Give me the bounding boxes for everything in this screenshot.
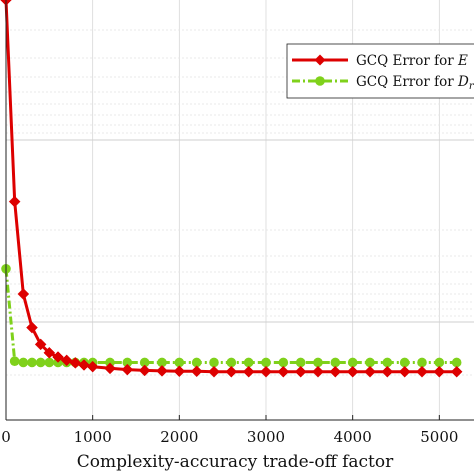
- series-e: [0, 0, 463, 378]
- data-point-e: [346, 365, 359, 378]
- data-point-e: [450, 365, 463, 378]
- data-point-d: [434, 357, 445, 368]
- legend: GCQ Error for E GCQ Error for Dr: [286, 43, 474, 99]
- data-point-e: [8, 195, 21, 208]
- data-point-e: [416, 365, 428, 378]
- data-point-d: [139, 357, 150, 368]
- data-point-d: [278, 357, 289, 368]
- data-point-e: [121, 363, 134, 376]
- legend-marker-e: [314, 54, 326, 66]
- data-point-e: [190, 365, 203, 378]
- legend-label-d-subscript: r: [469, 81, 474, 92]
- data-point-e: [17, 288, 30, 300]
- data-point-e: [294, 365, 307, 378]
- data-point-e: [225, 365, 238, 378]
- grid: [6, 0, 474, 420]
- data-point-e: [329, 365, 342, 378]
- data-point-e: [60, 354, 73, 367]
- legend-box: [286, 43, 474, 99]
- x-ticks: 0 1000 2000 3000 4000 5000: [1, 415, 458, 446]
- data-point-e: [312, 365, 324, 378]
- legend-marker-d: [315, 76, 325, 86]
- data-point-d: [209, 357, 219, 368]
- data-point-d: [105, 357, 115, 368]
- data-point-e: [52, 351, 64, 363]
- data-point-d: [313, 357, 323, 368]
- data-point-d: [27, 357, 37, 368]
- data-point-d: [417, 357, 427, 368]
- legend-label-e-symbol: E: [457, 53, 468, 69]
- x-tick-label: 2000: [160, 428, 198, 446]
- legend-label-d-prefix: GCQ Error for: [356, 74, 458, 90]
- data-point-e: [242, 365, 255, 378]
- x-axis-label: Complexity-accuracy trade-off factor: [77, 452, 394, 472]
- x-tick-label: 0: [1, 428, 11, 446]
- x-tick-label: 1000: [74, 428, 112, 446]
- data-point-d: [347, 357, 358, 368]
- data-point-d: [382, 357, 393, 368]
- data-point-d: [451, 357, 462, 368]
- data-point-d: [35, 357, 46, 368]
- data-point-e: [381, 365, 394, 378]
- data-point-e: [208, 365, 220, 378]
- data-point-e: [34, 338, 47, 351]
- data-point-e: [364, 365, 376, 378]
- data-point-e: [26, 321, 38, 334]
- legend-item-e: GCQ Error for E: [292, 53, 468, 69]
- data-point-d: [330, 357, 341, 368]
- data-point-e: [156, 365, 168, 377]
- data-point-e: [433, 365, 446, 378]
- data-point-d: [261, 357, 271, 368]
- data-point-d: [295, 357, 306, 368]
- data-point-e: [173, 365, 186, 378]
- legend-label-e-prefix: GCQ Error for: [356, 53, 458, 69]
- series-layer: [0, 0, 463, 378]
- data-point-d: [44, 357, 55, 368]
- data-point-d: [399, 357, 410, 368]
- data-point-e: [104, 362, 116, 375]
- data-point-e: [138, 364, 151, 377]
- data-point-d: [18, 357, 29, 368]
- legend-label-e: GCQ Error for E: [356, 53, 468, 69]
- legend-item-d: GCQ Error for Dr: [292, 74, 474, 92]
- data-point-d: [157, 357, 167, 368]
- data-point-d: [122, 357, 133, 368]
- data-point-d: [191, 357, 202, 368]
- data-point-d: [174, 357, 185, 368]
- data-point-e: [78, 359, 90, 371]
- x-tick-label: 5000: [420, 428, 458, 446]
- data-point-e: [260, 365, 272, 378]
- data-point-e: [43, 346, 56, 359]
- legend-label-d-symbol: D: [457, 74, 469, 90]
- data-point-d: [243, 357, 254, 368]
- legend-label-d: GCQ Error for Dr: [356, 74, 474, 92]
- data-point-d: [365, 357, 375, 368]
- data-point-e: [277, 365, 290, 378]
- x-tick-label: 3000: [247, 428, 285, 446]
- data-point-d: [9, 356, 20, 367]
- data-point-e: [69, 357, 82, 369]
- x-tick-label: 4000: [334, 428, 372, 446]
- data-point-d: [226, 357, 237, 368]
- data-point-e: [86, 360, 99, 373]
- data-point-e: [398, 365, 411, 378]
